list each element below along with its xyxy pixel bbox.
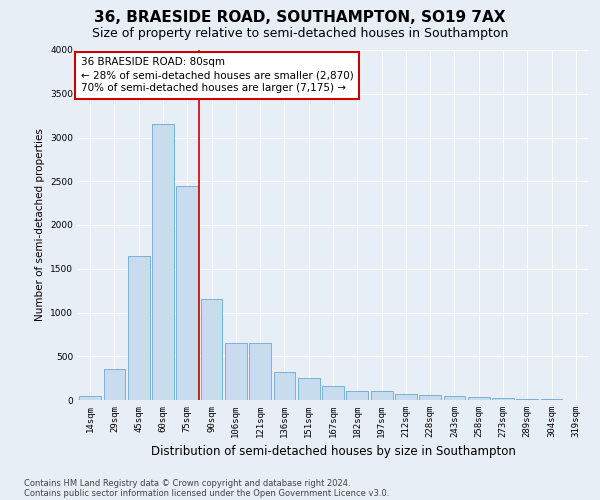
Bar [419,395,441,400]
Bar [128,256,149,400]
Bar [104,370,125,400]
Text: Contains public sector information licensed under the Open Government Licence v3: Contains public sector information licen… [24,488,389,498]
Bar [322,386,344,400]
Text: Contains HM Land Registry data © Crown copyright and database right 2024.: Contains HM Land Registry data © Crown c… [24,478,350,488]
Bar [468,396,490,400]
Bar [152,124,174,400]
Bar [200,300,223,400]
Bar [395,394,417,400]
Bar [492,398,514,400]
Text: 36, BRAESIDE ROAD, SOUTHAMPTON, SO19 7AX: 36, BRAESIDE ROAD, SOUTHAMPTON, SO19 7AX [94,10,506,25]
Text: 36 BRAESIDE ROAD: 80sqm
← 28% of semi-detached houses are smaller (2,870)
70% of: 36 BRAESIDE ROAD: 80sqm ← 28% of semi-de… [80,57,353,94]
Bar [371,391,392,400]
Bar [274,372,295,400]
Y-axis label: Number of semi-detached properties: Number of semi-detached properties [35,128,44,322]
Bar [346,391,368,400]
Bar [225,343,247,400]
X-axis label: Distribution of semi-detached houses by size in Southampton: Distribution of semi-detached houses by … [151,446,515,458]
Bar [517,398,538,400]
Bar [249,343,271,400]
Bar [176,186,198,400]
Bar [298,378,320,400]
Bar [79,396,101,400]
Bar [541,399,562,400]
Bar [443,396,466,400]
Text: Size of property relative to semi-detached houses in Southampton: Size of property relative to semi-detach… [92,28,508,40]
